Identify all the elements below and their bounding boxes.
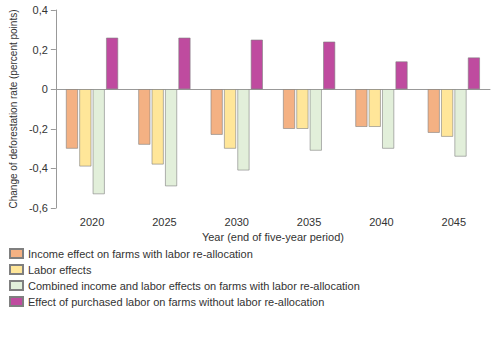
svg-text:Income effect on farms with la: Income effect on farms with labor re-all… <box>28 248 253 260</box>
svg-text:-0,6: -0,6 <box>29 202 48 214</box>
svg-text:Labor effects: Labor effects <box>28 264 92 276</box>
svg-text:0,4: 0,4 <box>33 4 48 16</box>
svg-text:-0,2: -0,2 <box>29 123 48 135</box>
svg-text:Effect of purchased labor on f: Effect of purchased labor on farms witho… <box>28 296 324 308</box>
svg-text:-0,4: -0,4 <box>29 162 48 174</box>
svg-text:2040: 2040 <box>369 216 393 228</box>
svg-text:0: 0 <box>42 83 48 95</box>
svg-text:2025: 2025 <box>152 216 176 228</box>
svg-text:2045: 2045 <box>442 216 466 228</box>
svg-text:Combined income and labor effe: Combined income and labor effects on far… <box>28 280 360 292</box>
svg-text:2020: 2020 <box>80 216 104 228</box>
svg-text:2030: 2030 <box>225 216 249 228</box>
svg-text:0,2: 0,2 <box>33 44 48 56</box>
svg-text:Change of deforestation rate (: Change of deforestation rate (percent po… <box>8 9 19 208</box>
svg-text:2035: 2035 <box>297 216 321 228</box>
svg-text:Year (end of five-year period): Year (end of five-year period) <box>202 231 344 243</box>
